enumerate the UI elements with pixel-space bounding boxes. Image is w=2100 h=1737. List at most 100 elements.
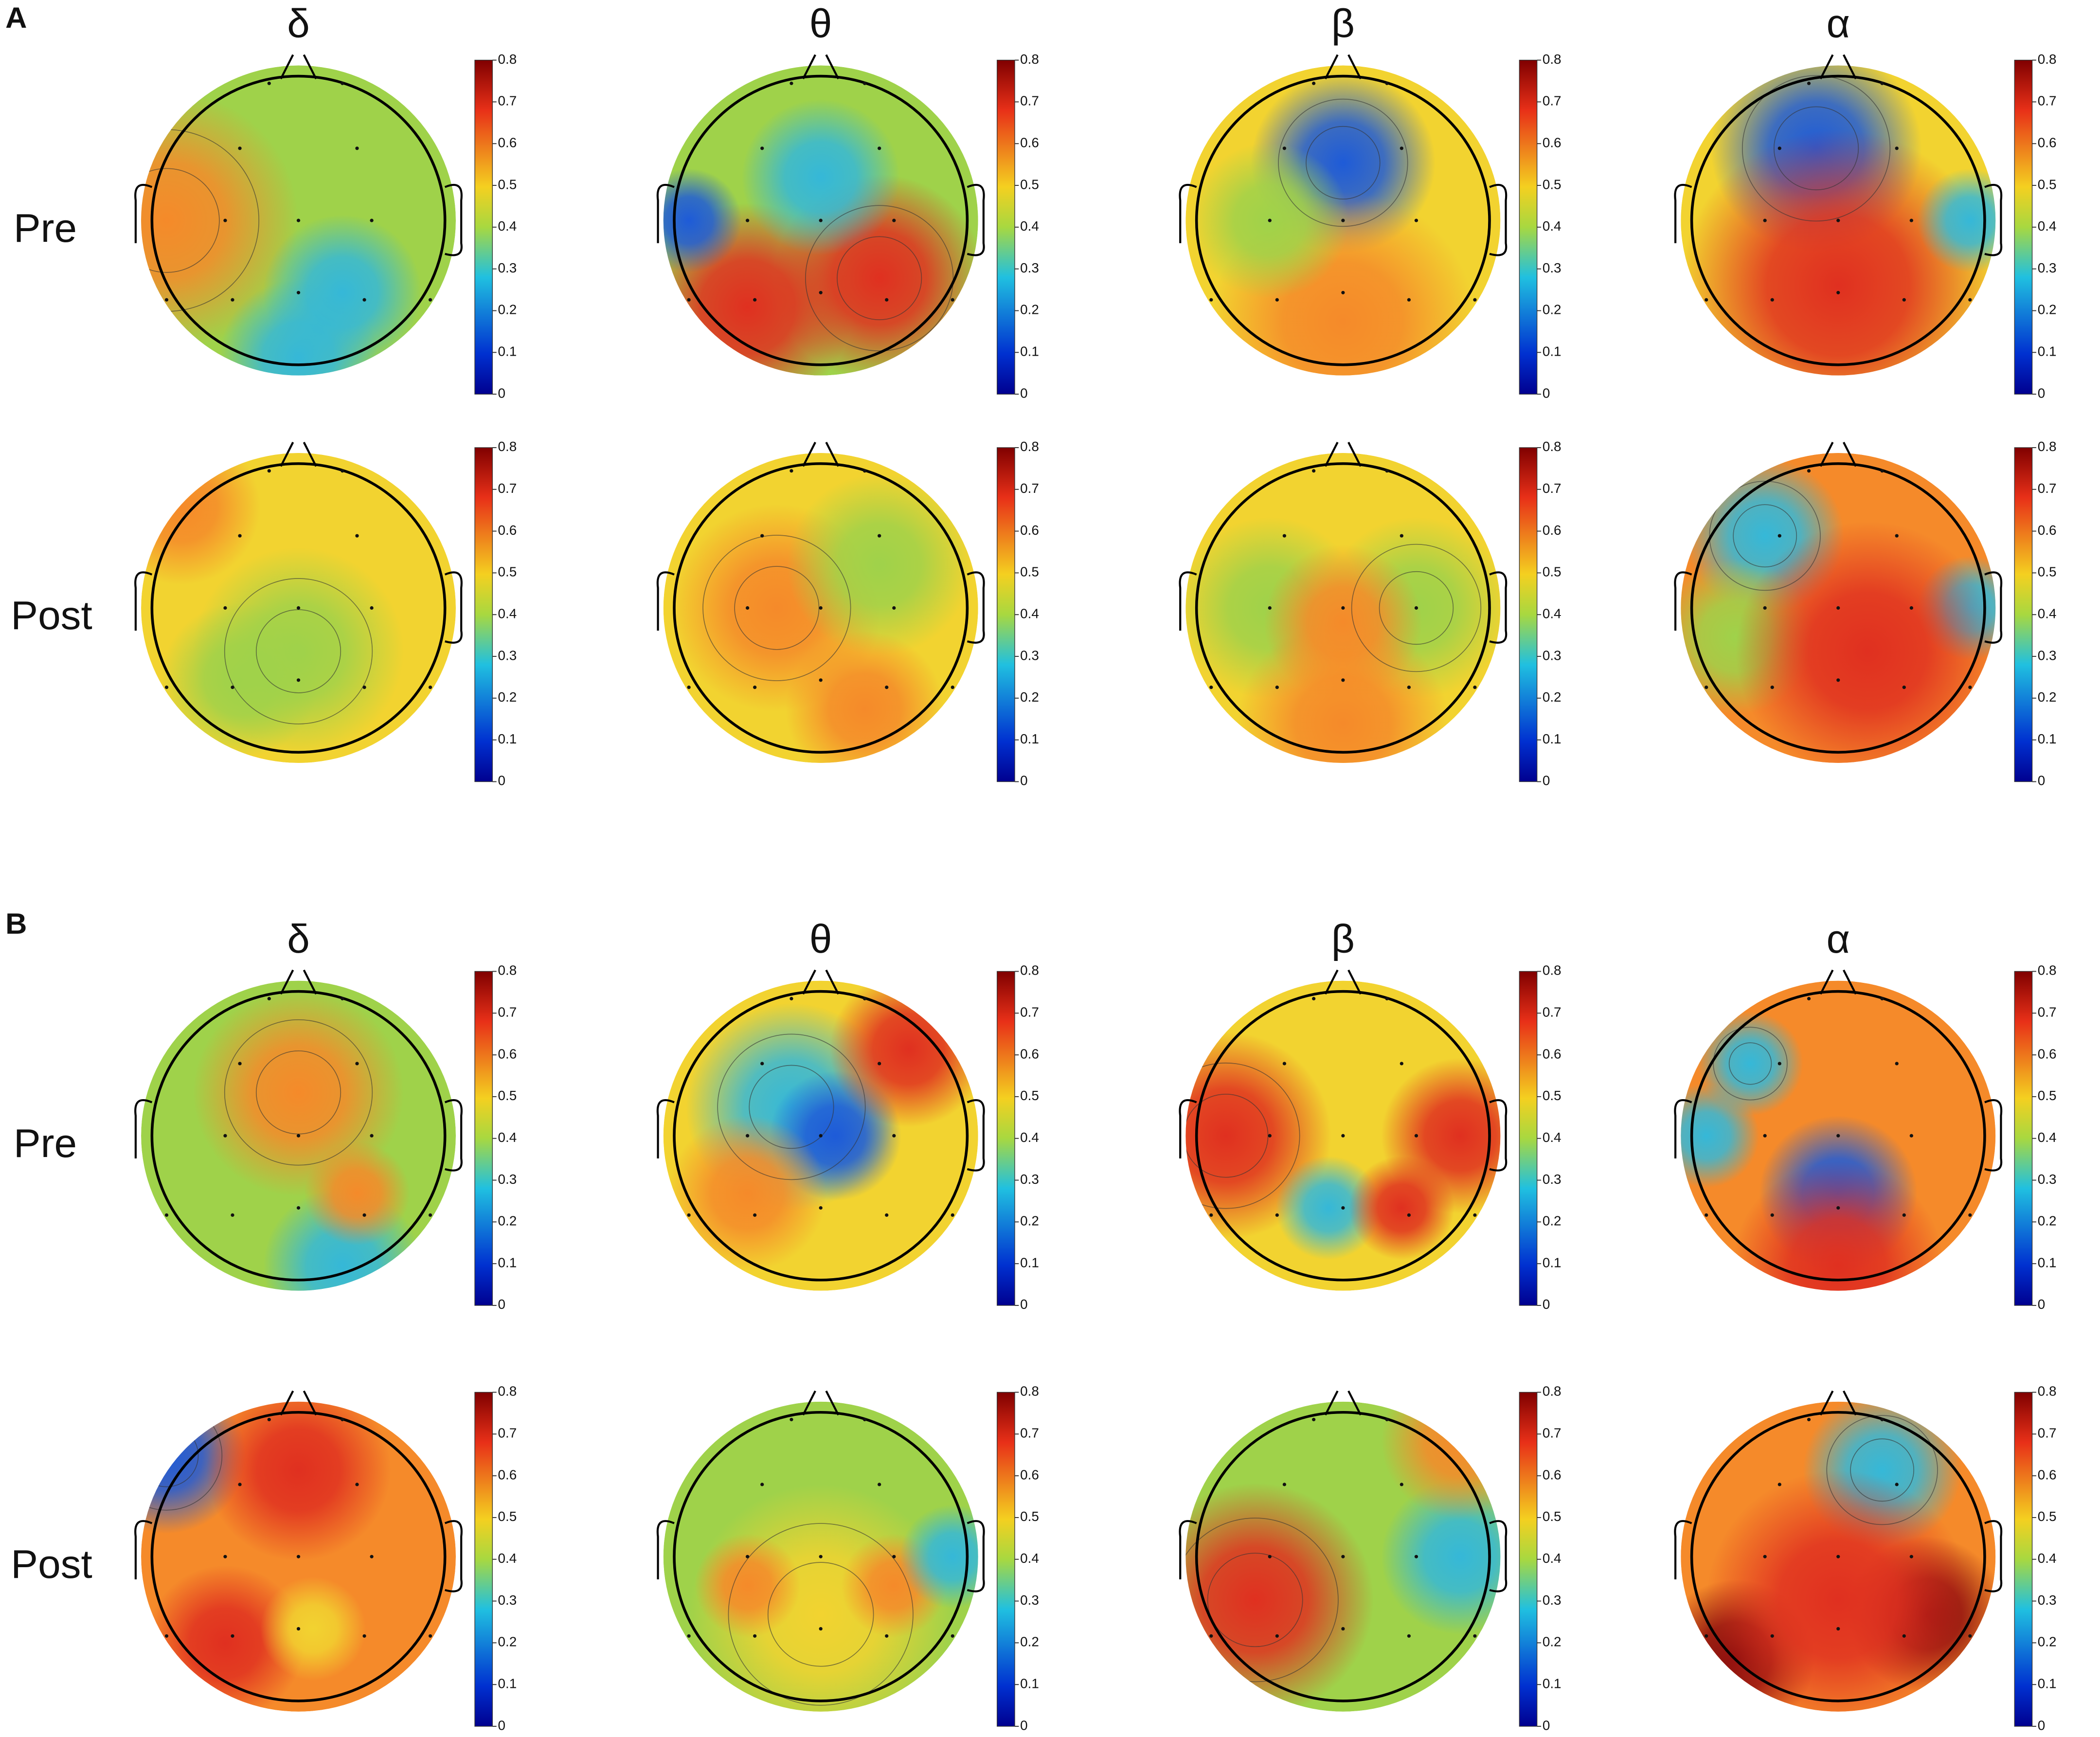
electrode	[1880, 81, 1884, 85]
colorbar-tick-label: 0	[2038, 773, 2046, 788]
topomap	[141, 65, 456, 376]
topomap-blob	[1917, 168, 1996, 272]
colorbar-tick-label: 0.8	[498, 1384, 517, 1399]
head-outline	[673, 462, 969, 754]
colorbar	[1519, 59, 1538, 395]
colorbar-tick-label: 0	[1020, 1718, 1028, 1733]
topomap-blob	[785, 631, 944, 763]
electrode	[1763, 1555, 1767, 1558]
colorbar-tick-label: 0.4	[1543, 1551, 1562, 1566]
colorbar-tick-label: 0.5	[1543, 177, 1562, 192]
electrode	[296, 218, 301, 222]
colorbar-tick-label: 0.6	[2038, 523, 2057, 538]
electrode	[164, 686, 169, 689]
electrode	[1836, 1627, 1840, 1631]
colorbar-tick-label: 0.2	[2038, 689, 2057, 705]
electrode	[296, 1134, 301, 1138]
colorbar-tick-label: 0.7	[2038, 1005, 2057, 1020]
colorbar-tick-label: 0.7	[1543, 1005, 1562, 1020]
colorbar-tick-label: 0.6	[1020, 523, 1039, 538]
colorbar-tick-label: 0.6	[498, 135, 517, 150]
electrode	[878, 1062, 881, 1066]
contour	[1185, 1518, 1339, 1683]
electrode	[355, 534, 359, 538]
colorbar	[2014, 59, 2033, 395]
colorbar-tick-label: 0.3	[1543, 260, 1562, 275]
electrode	[1275, 1634, 1279, 1638]
electrode	[370, 1134, 374, 1138]
ear	[1984, 1520, 2003, 1592]
contour	[1379, 571, 1454, 645]
contour	[224, 578, 373, 724]
topomap	[663, 452, 978, 763]
ear	[1674, 1099, 1692, 1158]
colorbar-tick-label: 0.5	[498, 1088, 517, 1103]
colorbar	[1519, 447, 1538, 782]
electrode	[1473, 686, 1477, 689]
colorbar-tick-label: 0.5	[498, 564, 517, 579]
electrode	[1807, 469, 1811, 473]
colorbar-tick-label: 0.2	[1543, 1634, 1562, 1649]
colorbar-tick-label: 0.7	[1020, 1005, 1039, 1020]
head-outline	[1195, 462, 1491, 754]
contour	[1826, 1415, 1938, 1525]
electrode	[1902, 1213, 1906, 1217]
electrode	[1268, 1555, 1272, 1558]
colorbar-tick-label: 0.6	[2038, 1467, 2057, 1483]
electrode	[1414, 1134, 1418, 1138]
topomap-blob	[668, 1115, 827, 1272]
nose	[1819, 1390, 1857, 1416]
contour	[702, 535, 851, 681]
electrode	[267, 81, 271, 85]
electrode	[1902, 686, 1906, 689]
electrode	[1807, 996, 1811, 1001]
contour	[1733, 504, 1797, 568]
colorbar-tick-label: 0.4	[1543, 606, 1562, 621]
colorbar-tick-label: 0.8	[498, 963, 517, 978]
colorbar-tick-label: 0.6	[1543, 1467, 1562, 1483]
colorbar-tick-label: 0.4	[498, 606, 517, 621]
colorbar-tick-label: 0.3	[498, 648, 517, 663]
electrode	[687, 1213, 691, 1217]
ear	[1489, 571, 1508, 644]
electrode	[760, 534, 764, 538]
colorbar-tick-label: 0.3	[2038, 260, 2057, 275]
electrode	[164, 298, 169, 302]
electrode	[885, 298, 889, 302]
head-outline	[1690, 462, 1986, 754]
electrode	[878, 534, 881, 538]
colorbar-tick-label: 0.8	[1020, 439, 1039, 454]
electrode	[1895, 146, 1899, 150]
colorbar-tick-label: 0.6	[1543, 523, 1562, 538]
colorbar-tick-label: 0.8	[2038, 1384, 2057, 1399]
colorbar-tick-label: 0.5	[2038, 177, 2057, 192]
topomap	[663, 65, 978, 376]
colorbar-tick-label: 0.5	[498, 1509, 517, 1524]
panel-label: A	[5, 1, 27, 34]
electrode	[753, 298, 757, 302]
ear	[656, 184, 675, 243]
topomap	[663, 980, 978, 1291]
topomap-blob	[161, 602, 319, 758]
electrode	[1763, 218, 1767, 222]
colorbar-tick-label: 0.1	[2038, 731, 2057, 746]
topomap	[1681, 65, 1996, 376]
nose	[1819, 442, 1857, 467]
electrode	[1414, 606, 1418, 610]
electrode	[238, 146, 242, 150]
topomap	[141, 1401, 456, 1712]
electrode	[1341, 1555, 1345, 1558]
colorbar-tick-label: 0	[498, 1297, 505, 1312]
electrode	[878, 146, 881, 150]
electrode	[1400, 146, 1403, 150]
colorbar-tick-label: 0	[1543, 386, 1550, 401]
electrode	[862, 996, 867, 1001]
band-label: α	[1827, 1, 1850, 46]
topomap-blob	[260, 1576, 366, 1681]
electrode	[892, 1555, 896, 1558]
head-outline	[673, 990, 969, 1282]
electrode	[355, 1062, 359, 1066]
ear	[967, 184, 985, 256]
topomap-blob	[219, 279, 378, 376]
electrode	[223, 218, 227, 222]
